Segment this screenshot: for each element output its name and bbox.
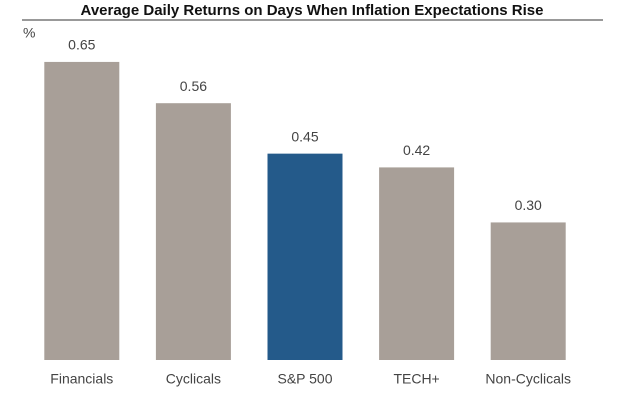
x-tick-label: TECH+	[393, 371, 439, 387]
value-label: 0.42	[403, 142, 430, 158]
bar	[44, 61, 120, 361]
value-label: 0.45	[291, 128, 318, 144]
bar	[490, 222, 566, 360]
bar	[379, 167, 455, 360]
x-tick-label: Cyclicals	[166, 371, 221, 387]
value-label: 0.65	[68, 37, 95, 53]
value-label: 0.30	[515, 197, 542, 213]
bar	[267, 153, 343, 360]
value-label: 0.56	[180, 78, 207, 94]
x-tick-label: Non-Cyclicals	[485, 371, 571, 387]
x-tick-label: S&P 500	[277, 371, 332, 387]
bar	[155, 103, 231, 360]
unit-label: %	[23, 25, 35, 41]
chart-title: Average Daily Returns on Days When Infla…	[81, 2, 544, 19]
x-tick-label: Financials	[50, 371, 113, 387]
